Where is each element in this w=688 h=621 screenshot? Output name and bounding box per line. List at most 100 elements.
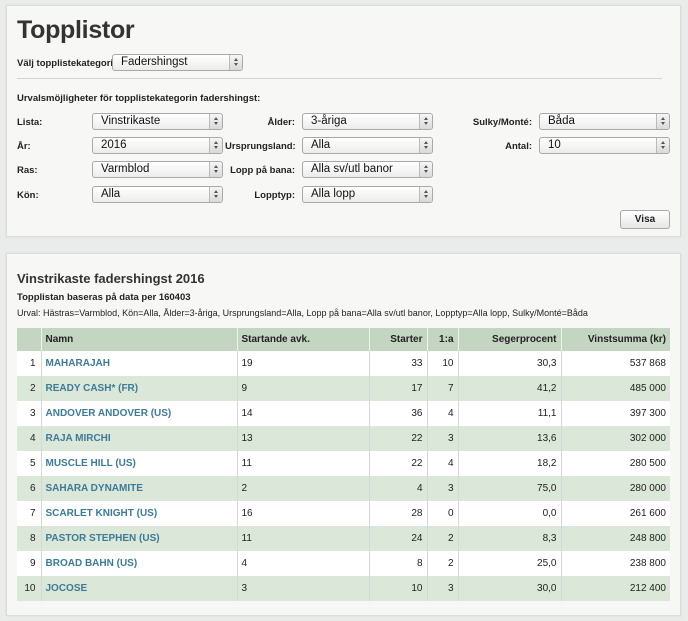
- chevron-updown-icon: [419, 187, 432, 202]
- rank-cell: 5: [17, 451, 42, 476]
- forsta-cell: 7: [427, 376, 459, 401]
- startande-cell: 3: [237, 576, 370, 601]
- ar-label: År:: [17, 141, 31, 152]
- forsta-cell: 2: [427, 551, 459, 576]
- page-title: Topplistor: [17, 16, 135, 44]
- col-rank-header: [17, 328, 42, 351]
- rank-cell: 3: [17, 401, 42, 426]
- name-link[interactable]: READY CASH* (FR): [41, 376, 238, 401]
- starter-cell: 17: [369, 376, 428, 401]
- rank-cell: 8: [17, 526, 42, 551]
- segerprocent-cell: 0,0: [458, 501, 562, 526]
- startande-cell: 11: [237, 526, 370, 551]
- forsta-cell: 3: [427, 576, 459, 601]
- forsta-cell: 0: [427, 501, 459, 526]
- chevron-updown-icon: [209, 187, 222, 202]
- kon-label: Kön:: [17, 190, 39, 201]
- col-startande-header[interactable]: Startande avk.: [237, 328, 370, 351]
- startande-cell: 14: [237, 401, 370, 426]
- table-row: 9 BROAD BAHN (US) 4 8 2 25,0 238 800: [17, 551, 670, 576]
- vinstsumma-cell: 261 600: [561, 501, 670, 526]
- name-link[interactable]: RAJA MIRCHI: [41, 426, 238, 451]
- table-row: 6 SAHARA DYNAMITE 2 4 3 75,0 280 000: [17, 476, 670, 501]
- table-row: 3 ANDOVER ANDOVER (US) 14 36 4 11,1 397 300: [17, 401, 670, 426]
- vinstsumma-cell: 212 400: [561, 576, 670, 601]
- table-row: 8 PASTOR STEPHEN (US) 11 24 2 8,3 248 800: [17, 526, 670, 551]
- startande-cell: 2: [237, 476, 370, 501]
- chevron-updown-icon: [419, 162, 432, 177]
- results-panel: Vinstrikaste fadershingst 2016 Topplista…: [6, 253, 681, 616]
- name-link[interactable]: MAHARAJAH: [41, 351, 238, 376]
- lopp-pa-bana-label: Lopp på bana:: [230, 165, 295, 176]
- table-row: 1 MAHARAJAH 19 33 10 30,3 537 868: [17, 351, 670, 376]
- chevron-updown-icon: [229, 55, 242, 70]
- lista-label: Lista:: [17, 117, 43, 128]
- ras-select-value: Varmblod: [101, 163, 150, 175]
- lista-select-value: Vinstrikaste: [101, 115, 161, 127]
- table-row: 4 RAJA MIRCHI 13 22 3 13,6 302 000: [17, 426, 670, 451]
- col-namn-header[interactable]: Namn: [41, 328, 238, 351]
- ar-select-value: 2016: [101, 139, 127, 151]
- segerprocent-cell: 41,2: [458, 376, 562, 401]
- urval-text: Urval: Hästras=Varmblod, Kön=Alla, Ålder…: [17, 308, 588, 318]
- table-row: 5 MUSCLE HILL (US) 11 22 4 18,2 280 500: [17, 451, 670, 476]
- name-link[interactable]: JOCOSE: [41, 576, 238, 601]
- forsta-cell: 3: [427, 476, 459, 501]
- name-link[interactable]: SCARLET KNIGHT (US): [41, 501, 238, 526]
- startande-cell: 16: [237, 501, 370, 526]
- kon-select-value: Alla: [101, 188, 121, 200]
- name-link[interactable]: ANDOVER ANDOVER (US): [41, 401, 238, 426]
- col-vinstsumma-header[interactable]: Vinstsumma (kr): [561, 328, 670, 351]
- ursprungsland-label: Ursprungsland:: [225, 141, 296, 152]
- segerprocent-cell: 11,1: [458, 401, 562, 426]
- vinstsumma-cell: 280 500: [561, 451, 670, 476]
- name-link[interactable]: BROAD BAHN (US): [41, 551, 238, 576]
- results-table: Namn Startande avk. Starter 1:a Segerpro…: [17, 328, 670, 601]
- col-segerprocent-header[interactable]: Segerprocent: [458, 328, 562, 351]
- category-select-value: Fadershingst: [121, 56, 188, 68]
- forsta-cell: 2: [427, 526, 459, 551]
- vinstsumma-cell: 397 300: [561, 401, 670, 426]
- lopptyp-select[interactable]: Alla lopp: [302, 186, 433, 203]
- kon-select[interactable]: Alla: [92, 186, 223, 203]
- chevron-updown-icon: [656, 114, 669, 129]
- col-forsta-header[interactable]: 1:a: [427, 328, 459, 351]
- name-link[interactable]: PASTOR STEPHEN (US): [41, 526, 238, 551]
- rank-cell: 1: [17, 351, 42, 376]
- lopp-pa-bana-select[interactable]: Alla sv/utl banor: [302, 161, 433, 178]
- alder-select[interactable]: 3-åriga: [302, 113, 433, 130]
- starter-cell: 24: [369, 526, 428, 551]
- table-header-row: Namn Startande avk. Starter 1:a Segerpro…: [17, 328, 670, 351]
- chevron-updown-icon: [209, 138, 222, 153]
- lista-select[interactable]: Vinstrikaste: [92, 113, 223, 130]
- vinstsumma-cell: 302 000: [561, 426, 670, 451]
- segerprocent-cell: 30,3: [458, 351, 562, 376]
- sulky-select[interactable]: Båda: [539, 113, 670, 130]
- forsta-cell: 3: [427, 426, 459, 451]
- ursprungsland-select[interactable]: Alla: [302, 137, 433, 154]
- rank-cell: 6: [17, 476, 42, 501]
- vinstsumma-cell: 485 000: [561, 376, 670, 401]
- antal-label: Antal:: [505, 141, 532, 152]
- col-starter-header[interactable]: Starter: [369, 328, 428, 351]
- ar-select[interactable]: 2016: [92, 137, 223, 154]
- ras-select[interactable]: Varmblod: [92, 161, 223, 178]
- antal-select[interactable]: 10: [539, 137, 670, 154]
- name-link[interactable]: SAHARA DYNAMITE: [41, 476, 238, 501]
- alder-select-value: 3-åriga: [311, 115, 347, 127]
- startande-cell: 9: [237, 376, 370, 401]
- vinstsumma-cell: 537 868: [561, 351, 670, 376]
- vinstsumma-cell: 280 000: [561, 476, 670, 501]
- segerprocent-cell: 13,6: [458, 426, 562, 451]
- rank-cell: 2: [17, 376, 42, 401]
- starter-cell: 33: [369, 351, 428, 376]
- ursprungsland-select-value: Alla: [311, 139, 331, 151]
- table-row: 2 READY CASH* (FR) 9 17 7 41,2 485 000: [17, 376, 670, 401]
- table-row: 10 JOCOSE 3 10 3 30,0 212 400: [17, 576, 670, 601]
- results-title: Vinstrikaste fadershingst 2016: [17, 271, 205, 286]
- visa-button[interactable]: Visa: [620, 210, 670, 229]
- name-link[interactable]: MUSCLE HILL (US): [41, 451, 238, 476]
- category-select[interactable]: Fadershingst: [112, 54, 243, 71]
- lopptyp-label: Lopptyp:: [254, 190, 295, 201]
- chevron-updown-icon: [209, 162, 222, 177]
